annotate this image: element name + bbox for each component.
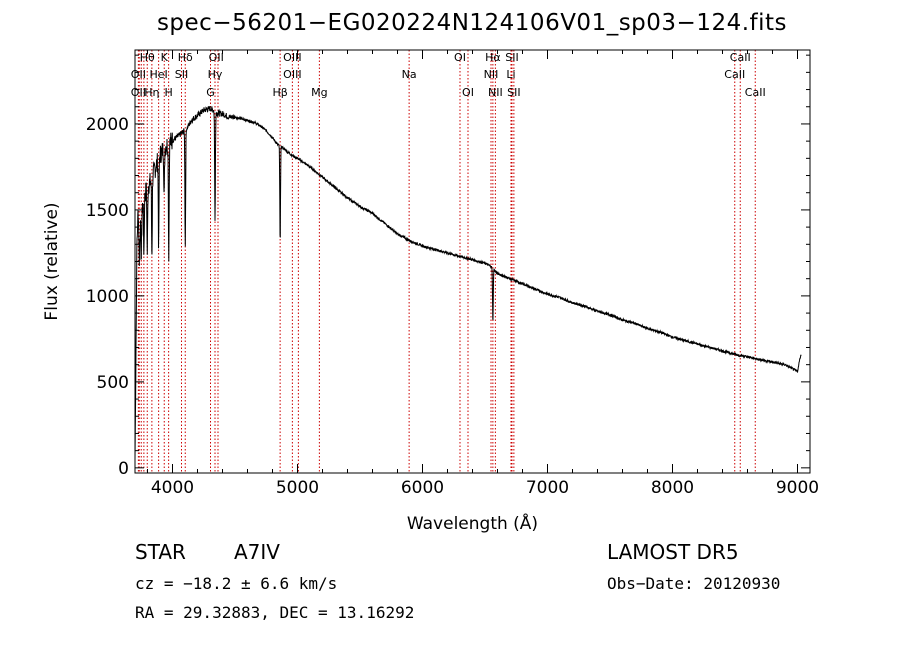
chart-title: spec−56201−EG020224N124106V01_sp03−124.f… (156, 10, 788, 36)
line-label: HeI (149, 68, 167, 81)
line-label: CaII (730, 51, 751, 64)
x-axis-label: Wavelength (Å) (407, 512, 538, 534)
survey-name: LAMOST DR5 (607, 540, 739, 564)
x-axis: 4000 5000 6000 7000 8000 9000 (147, 50, 819, 498)
coordinates: RA = 29.32883, DEC = 13.16292 (135, 603, 415, 622)
line-label: Na (402, 68, 417, 81)
y-tick-label: 0 (118, 459, 129, 479)
line-label: Mg (311, 86, 327, 99)
line-label: Hδ (178, 51, 193, 64)
line-label: H (164, 86, 172, 99)
line-label: NII (488, 86, 503, 99)
line-label: Hβ (272, 86, 287, 99)
line-label: Hγ (208, 68, 223, 81)
line-label: CaII (745, 86, 766, 99)
line-label: G (206, 86, 215, 99)
line-label: OIII (283, 68, 301, 81)
x-tick-label: 7000 (526, 478, 569, 498)
line-label: SII (507, 86, 520, 99)
line-label: NII (484, 68, 499, 81)
line-label: OII (131, 68, 146, 81)
object-subclass: A7IV (234, 540, 280, 564)
y-tick-label: 500 (97, 373, 129, 393)
x-tick-label: 8000 (651, 478, 694, 498)
observation-date: Obs−Date: 20120930 (607, 574, 781, 593)
line-label: OII (209, 51, 224, 64)
line-label: SII (175, 68, 188, 81)
redshift-velocity: cz = −18.2 ± 6.6 km/s (135, 574, 338, 593)
x-tick-label: 6000 (401, 478, 444, 498)
line-markers (137, 50, 756, 473)
line-label: OI (462, 86, 474, 99)
line-label: OIII (283, 51, 301, 64)
plot-frame (134, 49, 811, 474)
line-label: Li (506, 68, 515, 81)
y-axis-label: Flux (relative) (42, 202, 62, 320)
line-label: Hη (144, 86, 159, 99)
object-class: STAR (135, 540, 186, 564)
y-axis: 0 500 1000 1500 2000 (86, 54, 810, 479)
x-tick-label: 9000 (776, 478, 819, 498)
line-label: K (161, 51, 169, 64)
line-label: SII (505, 51, 518, 64)
x-tick-label: 5000 (276, 478, 319, 498)
spectrum-line (134, 106, 802, 460)
line-label: OI (454, 51, 466, 64)
line-label: CaII (724, 68, 745, 81)
y-tick-label: 1500 (86, 201, 129, 221)
line-label: Hα (485, 51, 501, 64)
x-tick-label: 4000 (151, 478, 194, 498)
y-tick-label: 2000 (86, 115, 129, 135)
line-label: Hθ (140, 51, 155, 64)
y-tick-label: 1000 (86, 287, 129, 307)
